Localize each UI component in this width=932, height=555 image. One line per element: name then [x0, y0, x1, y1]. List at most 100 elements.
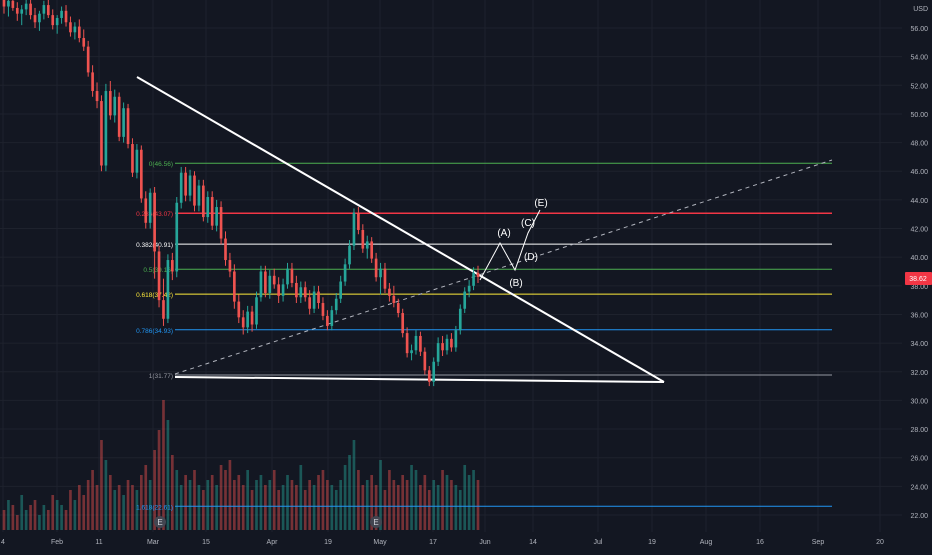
volume-bar	[410, 465, 413, 530]
volume-bar	[224, 470, 227, 530]
volume-bar	[60, 505, 63, 530]
candle-body	[383, 268, 387, 289]
volume-bar	[427, 490, 431, 530]
time-axis[interactable]: 4 Feb 11 Mar 15 Apr 19 May 17 Jun 14 Jul 19 Aug 16 Sep 2…	[1, 539, 884, 546]
volume-bar	[104, 460, 108, 530]
wave-label-e: (E)	[534, 198, 547, 209]
volume-bar	[396, 485, 400, 530]
candle-body	[202, 185, 205, 218]
volume-bar	[100, 440, 103, 530]
candle-body	[361, 229, 365, 249]
volume-bar	[352, 440, 356, 530]
price-tick-label: 46.00	[910, 169, 928, 176]
volume-bar	[29, 505, 32, 530]
candle-body	[166, 260, 170, 319]
volume-bar	[51, 495, 55, 530]
candle-body	[171, 260, 174, 272]
candle-body	[104, 91, 108, 166]
candle-body	[467, 285, 471, 292]
candle-body	[157, 251, 161, 301]
candle-body	[414, 335, 418, 351]
volume-bar	[268, 480, 272, 530]
volume-bar	[193, 470, 196, 530]
price-tick-label: 50.00	[910, 112, 928, 119]
volume-bar	[361, 485, 365, 530]
price-tick-label: 34.00	[910, 341, 928, 348]
volume-bar	[303, 490, 307, 530]
volume-bar	[326, 480, 329, 530]
candle-body	[33, 15, 37, 23]
price-tick-label: 36.00	[910, 312, 928, 319]
wave-label-b: (B)	[509, 278, 522, 289]
volume-bar	[215, 485, 218, 530]
last-price-badge-bg	[905, 272, 932, 285]
candle-body	[11, 0, 15, 8]
price-tick-label: 38.00	[910, 284, 928, 291]
volume-bar	[348, 455, 351, 530]
volume-bar	[383, 490, 387, 530]
candle-body	[312, 291, 316, 309]
candle-body	[441, 343, 444, 351]
candle-body	[348, 245, 351, 265]
time-tick-label: 11	[95, 539, 102, 546]
candlesticks	[2, 0, 480, 387]
candle-body	[339, 281, 343, 299]
earnings-marker-icon[interactable]	[370, 516, 382, 528]
candle-body	[472, 272, 475, 286]
dashed-projection-line[interactable]	[174, 159, 833, 375]
volume-bar	[388, 470, 391, 530]
earnings-markers[interactable]: E E	[154, 516, 382, 528]
volume-bar	[126, 480, 130, 530]
trendlines[interactable]	[136, 76, 833, 383]
volume-bar	[339, 480, 343, 530]
earnings-marker-label: E	[373, 518, 378, 527]
candle-body	[365, 241, 369, 249]
candle-body	[131, 144, 134, 173]
candle-body	[392, 295, 396, 304]
volume-bar	[405, 480, 409, 530]
volume-bar	[153, 450, 156, 530]
volume-bar	[131, 485, 134, 530]
price-tick-label: 56.00	[910, 26, 928, 33]
candle-body	[148, 192, 152, 223]
volume-bar	[73, 500, 77, 530]
candle-body	[15, 7, 19, 14]
candle-body	[259, 271, 263, 298]
volume-bar	[188, 480, 192, 530]
volume-bar	[179, 485, 183, 530]
volume-bar	[122, 495, 125, 530]
volume-bar	[95, 485, 99, 530]
last-price-value: 38.62	[909, 276, 927, 283]
candle-body	[122, 108, 125, 137]
volume-bars	[2, 400, 480, 530]
candle-body	[290, 268, 294, 283]
volume-bar	[33, 500, 37, 530]
volume-bar	[55, 500, 59, 530]
price-axis[interactable]: USD 56.00 54.00 52.00 50.00 48.00 46.00 44.00 4…	[910, 6, 928, 520]
candle-body	[476, 272, 480, 277]
time-tick-label: Mar	[147, 539, 160, 546]
candle-body	[317, 291, 320, 304]
volume-bar	[463, 465, 467, 530]
volume-bar	[286, 475, 289, 530]
descending-trendline[interactable]	[136, 76, 665, 383]
candle-body	[144, 198, 148, 223]
earnings-marker-icon[interactable]	[154, 516, 166, 528]
volume-bar	[277, 490, 280, 530]
candle-body	[117, 96, 121, 137]
volume-bar	[46, 510, 50, 530]
fib-level-label: 1(31.77)	[149, 373, 173, 380]
candle-body	[228, 260, 232, 272]
volume-bar	[299, 465, 303, 530]
candle-body	[197, 185, 201, 206]
wave-projection-path[interactable]	[479, 209, 541, 281]
volume-bar	[379, 460, 382, 530]
fib-level-label: 1.618(22.61)	[136, 504, 173, 511]
volume-bar	[139, 475, 143, 530]
candle-body	[7, 0, 10, 7]
volume-bar	[148, 480, 152, 530]
lower-trendline[interactable]	[174, 376, 665, 383]
